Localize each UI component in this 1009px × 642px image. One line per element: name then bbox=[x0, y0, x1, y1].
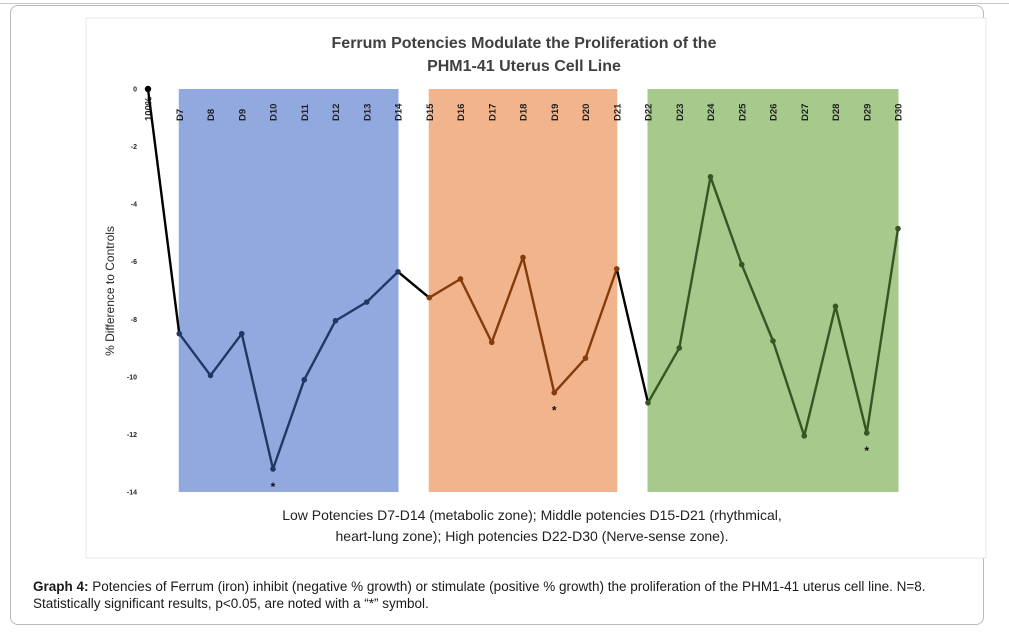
top-divider bbox=[0, 3, 1009, 4]
x-category-label: D16 bbox=[456, 104, 467, 121]
zone-band-middle bbox=[428, 89, 618, 492]
y-tick-label: 0 bbox=[133, 87, 137, 94]
series-points bbox=[144, 85, 901, 472]
significance-marker: * bbox=[271, 480, 276, 494]
zone-annotation-line-2: heart-lung zone); High potencies D22-D30… bbox=[336, 528, 729, 544]
data-point bbox=[457, 276, 464, 282]
data-point bbox=[707, 173, 714, 180]
x-category-label: D22 bbox=[644, 104, 655, 121]
chart-title-line-2: PHM1-41 Uterus Cell Line bbox=[427, 58, 621, 75]
y-tick-label: -4 bbox=[131, 202, 137, 209]
data-point bbox=[738, 261, 745, 268]
data-point bbox=[613, 266, 620, 272]
data-point bbox=[801, 433, 808, 439]
series-line-low bbox=[178, 270, 399, 471]
data-point bbox=[488, 339, 495, 346]
x-axis-categories: 100% D7 D8 D9 D10 D11 D12 D13 D14 D15 D16 D17 D18 D19… bbox=[144, 96, 905, 121]
data-point bbox=[426, 294, 433, 301]
x-category-label: D17 bbox=[487, 104, 498, 121]
data-point bbox=[770, 338, 776, 344]
x-category-label: D19 bbox=[550, 104, 561, 121]
x-category-label: D29 bbox=[862, 104, 873, 121]
chart-title-line-1: Ferrum Potencies Modulate the Proliferat… bbox=[332, 35, 717, 52]
x-category-label: D20 bbox=[581, 104, 592, 121]
x-category-label: D25 bbox=[737, 103, 748, 121]
x-category-label: D21 bbox=[612, 103, 623, 121]
data-point bbox=[176, 330, 183, 337]
x-category-label: D15 bbox=[425, 103, 436, 121]
series-line-connector-low-middle bbox=[397, 270, 431, 299]
data-point bbox=[144, 85, 152, 93]
series-line-connector-control bbox=[146, 88, 181, 334]
data-point bbox=[363, 299, 370, 305]
y-tick-label: -2 bbox=[131, 144, 137, 151]
caption-text: Potencies of Ferrum (iron) inhibit (nega… bbox=[33, 579, 926, 611]
x-category-label: D7 bbox=[175, 109, 186, 121]
y-tick-label: -6 bbox=[131, 259, 137, 266]
data-point bbox=[582, 355, 589, 361]
data-point bbox=[676, 345, 683, 351]
significance-markers: * * * bbox=[271, 404, 870, 494]
significance-marker: * bbox=[864, 444, 869, 458]
x-category-label: D18 bbox=[519, 104, 530, 121]
zone-annotation-line-1: Low Potencies D7-D14 (metabolic zone); M… bbox=[282, 507, 782, 523]
data-point bbox=[895, 225, 901, 232]
y-tick-label: -8 bbox=[131, 317, 137, 324]
data-point bbox=[863, 430, 870, 436]
y-tick-label: -12 bbox=[127, 432, 137, 439]
data-point bbox=[332, 317, 339, 324]
caption-label: Graph 4: bbox=[33, 579, 89, 594]
data-point bbox=[301, 376, 308, 383]
y-axis: 0 -2 -4 -6 -8 -10 -12 -14 bbox=[127, 87, 137, 497]
series-line-connector-middle-high bbox=[615, 268, 650, 404]
x-category-label: D27 bbox=[800, 104, 811, 121]
x-category-label: D28 bbox=[831, 104, 842, 121]
data-point bbox=[551, 389, 558, 396]
x-category-label: D26 bbox=[769, 104, 780, 121]
data-point bbox=[238, 330, 245, 337]
x-category-label: D23 bbox=[675, 104, 686, 121]
x-category-label: D10 bbox=[269, 104, 280, 121]
y-tick-label: -14 bbox=[127, 490, 137, 497]
x-category-label: D14 bbox=[394, 103, 405, 121]
x-category-label: D9 bbox=[237, 109, 248, 121]
figure-caption: Graph 4: Potencies of Ferrum (iron) inhi… bbox=[33, 578, 973, 612]
zone-band-high bbox=[647, 89, 899, 492]
x-category-label: D13 bbox=[362, 104, 373, 121]
significance-marker: * bbox=[552, 404, 557, 418]
x-category-label: D24 bbox=[706, 103, 717, 121]
data-point bbox=[832, 303, 839, 310]
y-tick-label: -10 bbox=[127, 374, 137, 381]
x-category-label: D30 bbox=[894, 104, 905, 121]
x-category-label: D11 bbox=[300, 103, 311, 121]
data-point bbox=[207, 372, 214, 379]
x-category-label: D8 bbox=[206, 109, 217, 121]
y-axis-title: % Difference to Controls bbox=[103, 226, 117, 356]
zone-band-low bbox=[178, 89, 399, 492]
x-category-label: 100% bbox=[144, 96, 155, 121]
data-point bbox=[645, 399, 651, 406]
data-point bbox=[395, 268, 401, 275]
data-point bbox=[270, 466, 276, 472]
data-point bbox=[520, 254, 526, 261]
x-category-label: D12 bbox=[331, 104, 342, 121]
zone-bands bbox=[178, 89, 899, 492]
